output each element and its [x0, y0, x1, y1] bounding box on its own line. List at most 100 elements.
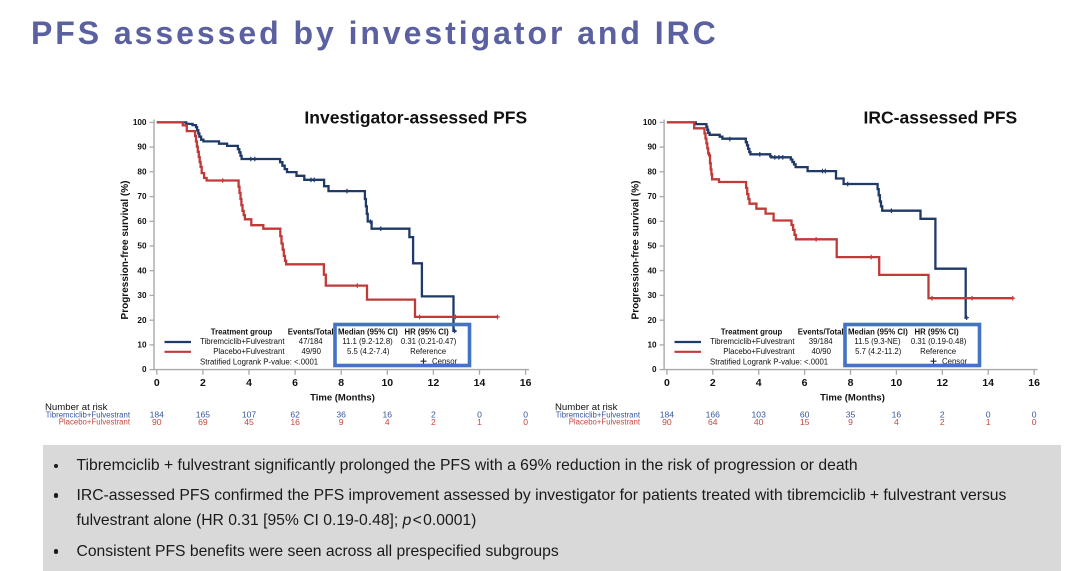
- svg-text:10: 10: [891, 377, 903, 389]
- svg-text:Number at risk: Number at risk: [45, 402, 108, 413]
- svg-text:10: 10: [647, 341, 657, 350]
- svg-text:50: 50: [647, 242, 657, 251]
- svg-text:4: 4: [756, 377, 762, 389]
- svg-text:0: 0: [523, 409, 528, 419]
- svg-text:2: 2: [940, 409, 945, 419]
- svg-text:Placebo+Fulvestrant: Placebo+Fulvestrant: [59, 418, 131, 427]
- svg-text:Progression-free survival (%): Progression-free survival (%): [120, 181, 131, 320]
- svg-text:Investigator-assessed PFS: Investigator-assessed PFS: [304, 108, 527, 128]
- svg-text:39/184: 39/184: [809, 337, 834, 346]
- svg-text:100: 100: [643, 118, 657, 127]
- svg-text:0: 0: [154, 377, 160, 389]
- svg-text:Time (Months): Time (Months): [310, 392, 375, 403]
- svg-text:2: 2: [940, 417, 945, 427]
- svg-text:14: 14: [982, 377, 994, 389]
- svg-text:Stratified Logrank P-value: <.: Stratified Logrank P-value: <.0001: [200, 358, 318, 367]
- svg-text:0: 0: [986, 409, 991, 419]
- svg-text:60: 60: [800, 409, 810, 419]
- svg-text:90: 90: [647, 143, 657, 152]
- svg-text:6: 6: [292, 377, 298, 389]
- svg-text:60: 60: [137, 217, 147, 226]
- svg-text:45: 45: [244, 417, 254, 427]
- svg-text:5.7 (4.2-11.2): 5.7 (4.2-11.2): [855, 347, 902, 356]
- svg-text:11.5 (9.3-NE): 11.5 (9.3-NE): [854, 337, 901, 346]
- svg-text:12: 12: [936, 377, 948, 389]
- svg-text:Tibremciclib+Fulvestrant: Tibremciclib+Fulvestrant: [556, 410, 641, 419]
- svg-text:80: 80: [647, 167, 657, 176]
- svg-text:36: 36: [336, 409, 346, 419]
- svg-text:184: 184: [150, 409, 165, 419]
- svg-text:11.1 (9.2-12.8): 11.1 (9.2-12.8): [342, 337, 393, 346]
- svg-text:8: 8: [848, 377, 854, 389]
- svg-text:90: 90: [152, 417, 162, 427]
- svg-text:40/90: 40/90: [811, 347, 831, 356]
- svg-text:16: 16: [520, 377, 532, 389]
- svg-text:50: 50: [137, 242, 147, 251]
- svg-text:69: 69: [198, 417, 208, 427]
- svg-text:Censor: Censor: [432, 357, 458, 366]
- svg-text:8: 8: [338, 377, 344, 389]
- svg-text:0.31 (0.21-0.47): 0.31 (0.21-0.47): [401, 337, 457, 346]
- svg-text:0: 0: [664, 377, 670, 389]
- svg-text:2: 2: [710, 377, 716, 389]
- svg-text:1: 1: [477, 417, 482, 427]
- svg-text:Placebo+Fulvestrant: Placebo+Fulvestrant: [723, 347, 795, 356]
- svg-text:62: 62: [290, 409, 300, 419]
- svg-text:0: 0: [142, 365, 147, 374]
- svg-text:Tibremciclib+Fulvestrant: Tibremciclib+Fulvestrant: [46, 410, 131, 419]
- svg-text:Progression-free survival (%): Progression-free survival (%): [630, 181, 641, 320]
- svg-text:0: 0: [523, 417, 528, 427]
- svg-text:184: 184: [660, 409, 675, 419]
- svg-text:Placebo+Fulvestrant: Placebo+Fulvestrant: [569, 418, 641, 427]
- svg-text:16: 16: [290, 417, 300, 427]
- svg-text:1: 1: [986, 417, 991, 427]
- svg-text:Reference: Reference: [920, 347, 956, 356]
- svg-text:90: 90: [137, 143, 147, 152]
- svg-text:30: 30: [647, 291, 657, 300]
- svg-text:0: 0: [1032, 409, 1037, 419]
- svg-text:80: 80: [137, 167, 147, 176]
- svg-text:Censor: Censor: [942, 357, 968, 366]
- svg-text:4: 4: [385, 417, 390, 427]
- svg-text:47/184: 47/184: [299, 337, 324, 346]
- svg-text:90: 90: [662, 417, 672, 427]
- svg-text:0: 0: [1032, 417, 1037, 427]
- svg-text:Number at risk: Number at risk: [555, 402, 618, 413]
- svg-text:166: 166: [706, 409, 721, 419]
- svg-text:Tibremciclib+Fulvestrant: Tibremciclib+Fulvestrant: [200, 337, 285, 346]
- svg-text:40: 40: [647, 266, 657, 275]
- svg-text:12: 12: [428, 377, 440, 389]
- svg-text:16: 16: [383, 409, 393, 419]
- svg-text:14: 14: [474, 377, 486, 389]
- svg-text:Stratified Logrank P-value: <.: Stratified Logrank P-value: <.0001: [710, 358, 828, 367]
- svg-text:4: 4: [894, 417, 899, 427]
- svg-text:10: 10: [137, 341, 147, 350]
- svg-text:2: 2: [431, 417, 436, 427]
- svg-text:15: 15: [800, 417, 810, 427]
- svg-text:9: 9: [339, 417, 344, 427]
- svg-text:Placebo+Fulvestrant: Placebo+Fulvestrant: [213, 347, 285, 356]
- svg-text:Reference: Reference: [410, 347, 446, 356]
- svg-text:2: 2: [431, 409, 436, 419]
- svg-text:0.31 (0.19-0.48): 0.31 (0.19-0.48): [911, 337, 967, 346]
- svg-text:2: 2: [200, 377, 206, 389]
- svg-text:103: 103: [752, 409, 767, 419]
- svg-text:0: 0: [652, 365, 657, 374]
- svg-text:Treatment group: Treatment group: [211, 328, 273, 337]
- svg-text:0: 0: [477, 409, 482, 419]
- svg-text:30: 30: [137, 291, 147, 300]
- svg-text:4: 4: [246, 377, 252, 389]
- svg-text:IRC-assessed PFS: IRC-assessed PFS: [864, 108, 1018, 128]
- svg-text:Treatment group: Treatment group: [721, 328, 783, 337]
- svg-text:20: 20: [647, 316, 657, 325]
- svg-text:HR (95% CI): HR (95% CI): [404, 328, 449, 337]
- svg-text:70: 70: [137, 192, 147, 201]
- svg-text:107: 107: [242, 409, 257, 419]
- svg-text:60: 60: [647, 217, 657, 226]
- svg-text:Median (95% CI): Median (95% CI): [848, 328, 908, 337]
- svg-text:9: 9: [848, 417, 853, 427]
- svg-text:35: 35: [846, 409, 856, 419]
- svg-text:Tibremciclib+Fulvestrant: Tibremciclib+Fulvestrant: [710, 337, 795, 346]
- svg-text:Events/Total: Events/Total: [288, 328, 334, 337]
- svg-text:70: 70: [647, 192, 657, 201]
